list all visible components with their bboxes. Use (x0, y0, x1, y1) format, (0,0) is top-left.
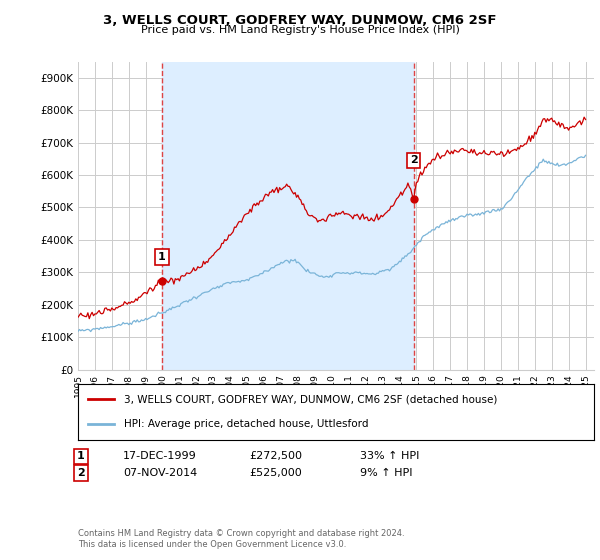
Bar (162, 62, 414, 370)
Text: 2: 2 (410, 156, 418, 166)
Text: 3, WELLS COURT, GODFREY WAY, DUNMOW, CM6 2SF: 3, WELLS COURT, GODFREY WAY, DUNMOW, CM6… (103, 14, 497, 27)
Text: 17-DEC-1999: 17-DEC-1999 (123, 451, 197, 461)
Text: £525,000: £525,000 (249, 468, 302, 478)
Text: HPI: Average price, detached house, Uttlesford: HPI: Average price, detached house, Uttl… (124, 419, 369, 429)
Text: 9% ↑ HPI: 9% ↑ HPI (360, 468, 413, 478)
Text: Contains HM Land Registry data © Crown copyright and database right 2024.
This d: Contains HM Land Registry data © Crown c… (78, 529, 404, 549)
Text: 1: 1 (77, 451, 85, 461)
Text: £272,500: £272,500 (249, 451, 302, 461)
Text: Price paid vs. HM Land Registry's House Price Index (HPI): Price paid vs. HM Land Registry's House … (140, 25, 460, 35)
Text: 33% ↑ HPI: 33% ↑ HPI (360, 451, 419, 461)
Text: 1: 1 (158, 252, 166, 262)
Text: 3, WELLS COURT, GODFREY WAY, DUNMOW, CM6 2SF (detached house): 3, WELLS COURT, GODFREY WAY, DUNMOW, CM6… (124, 394, 498, 404)
Text: 2: 2 (77, 468, 85, 478)
Text: 07-NOV-2014: 07-NOV-2014 (123, 468, 197, 478)
